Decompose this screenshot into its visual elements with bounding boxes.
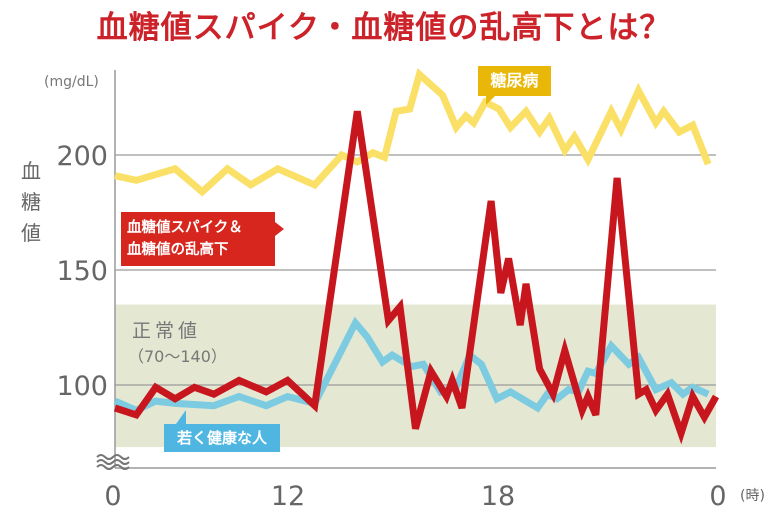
y-axis-unit: (mg/dL) bbox=[44, 74, 99, 90]
x-tick-label: 0 bbox=[709, 481, 726, 511]
axis-break-wave bbox=[96, 464, 130, 470]
x-tick-label: 18 bbox=[481, 481, 515, 511]
y-axis-label-char: 糖 bbox=[21, 190, 41, 214]
normal-range-values: （70〜140） bbox=[128, 347, 227, 366]
y-tick-label: 150 bbox=[56, 256, 108, 287]
legend-label-diabetes: 糖尿病 bbox=[478, 66, 551, 105]
y-tick-label: 100 bbox=[56, 371, 108, 402]
legend-label-spike-line1: 血糖値スパイク＆ bbox=[127, 220, 243, 236]
series-line-spike bbox=[113, 110, 720, 445]
x-axis-label: (時) bbox=[740, 488, 765, 504]
legend-label-spike-line2: 血糖値の乱高下 bbox=[127, 242, 229, 258]
y-tick-label: 200 bbox=[56, 141, 108, 172]
series-line-healthy bbox=[113, 316, 710, 415]
y-axis-label: 血糖値 bbox=[18, 156, 44, 249]
axis-break-wave bbox=[96, 454, 130, 460]
legend-label-spike: 血糖値スパイク＆ 血糖値の乱高下 bbox=[121, 212, 284, 266]
series-line-diabetes bbox=[114, 68, 712, 197]
chart-title: 血糖値スパイク・血糖値の乱高下とは？ bbox=[96, 10, 672, 46]
y-axis-label-char: 値 bbox=[21, 221, 41, 245]
y-axis-label-char: 血 bbox=[21, 159, 41, 183]
normal-range-label: 正常値 bbox=[132, 320, 202, 342]
axis-break-icon bbox=[96, 454, 130, 470]
x-tick-label: 0 bbox=[104, 481, 121, 511]
axis-break-wave bbox=[96, 459, 130, 465]
legend-label-healthy: 若く健康な人 bbox=[164, 410, 280, 452]
x-tick-label: 12 bbox=[271, 481, 305, 511]
